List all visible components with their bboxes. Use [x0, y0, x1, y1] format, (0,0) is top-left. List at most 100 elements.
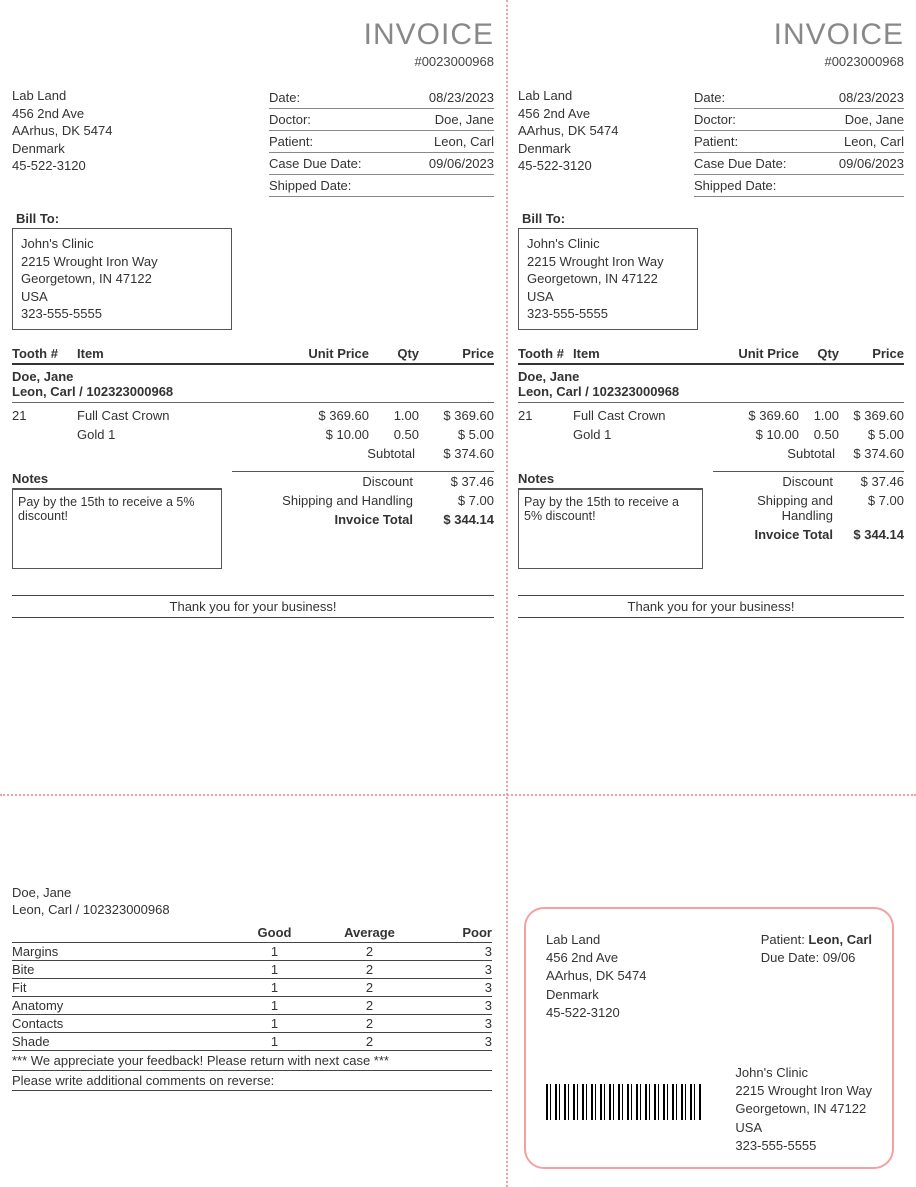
ship-patient: Leon, Carl — [808, 932, 872, 947]
discount-value: $ 37.46 — [839, 474, 904, 489]
rating-average: 2 — [322, 962, 417, 977]
billto-phone: 323-555-5555 — [527, 305, 689, 323]
billto-box: John's Clinic 2215 Wrought Iron Way Geor… — [12, 228, 232, 330]
billto-label: Bill To: — [12, 211, 494, 226]
item-name: Full Cast Crown — [77, 408, 279, 423]
rating-average: 2 — [322, 998, 417, 1013]
totals: Discount$ 37.46 Shipping and Handling$ 7… — [232, 471, 494, 569]
billto-street: 2215 Wrought Iron Way — [21, 253, 223, 271]
items-header: Tooth # Item Unit Price Qty Price — [518, 346, 904, 365]
meta-doctor-label: Doctor: — [269, 112, 311, 127]
items-header: Tooth # Item Unit Price Qty Price — [12, 346, 494, 365]
item-qty: 1.00 — [799, 408, 839, 423]
item-unit-price: $ 369.60 — [279, 408, 369, 423]
invoice-panel-right: INVOICE #0023000968 Lab Land 456 2nd Ave… — [506, 0, 916, 628]
meta-doctor-label: Doctor: — [694, 112, 736, 127]
meta-due: 09/06/2023 — [429, 156, 494, 171]
feedback-message-1: *** We appreciate your feedback! Please … — [12, 1051, 492, 1071]
subtotal-row: Subtotal $ 374.60 — [12, 444, 494, 463]
feedback-doctor: Doe, Jane — [12, 885, 492, 900]
ship-clinic-country: USA — [735, 1119, 872, 1137]
invoice-title: INVOICE — [518, 18, 904, 52]
rating-good: 1 — [227, 998, 322, 1013]
col-tooth: Tooth # — [12, 346, 77, 361]
rating-header: Good Average Poor — [12, 923, 492, 943]
lab-city: AArhus, DK 5474 — [12, 122, 112, 140]
col-average: Average — [322, 925, 417, 940]
ship-due: 09/06 — [823, 950, 856, 965]
ship-lab-phone: 45-522-3120 — [546, 1004, 646, 1022]
item-name: Gold 1 — [77, 427, 279, 442]
item-qty: 0.50 — [369, 427, 419, 442]
col-poor: Poor — [417, 925, 492, 940]
item-price: $ 5.00 — [839, 427, 904, 442]
lab-name: Lab Land — [518, 87, 618, 105]
rating-good: 1 — [227, 944, 322, 959]
meta-table: Date:08/23/2023 Doctor:Doe, Jane Patient… — [694, 87, 904, 197]
subtotal-value: $ 374.60 — [839, 446, 904, 461]
item-qty: 0.50 — [799, 427, 839, 442]
billto-city: Georgetown, IN 47122 — [527, 270, 689, 288]
notes-box: Pay by the 15th to receive a 5% discount… — [12, 489, 222, 569]
rating-label: Shade — [12, 1034, 227, 1049]
ship-patient-block: Patient: Leon, Carl Due Date: 09/06 — [761, 931, 872, 1022]
shipping-label-panel: Lab Land 456 2nd Ave AArhus, DK 5474 Den… — [524, 907, 894, 1169]
item-price: $ 369.60 — [839, 408, 904, 423]
rating-label: Fit — [12, 980, 227, 995]
meta-patient-label: Patient: — [269, 134, 313, 149]
invoice-title: INVOICE — [12, 18, 494, 52]
col-unit-price: Unit Price — [719, 346, 799, 361]
ship-lab-street: 456 2nd Ave — [546, 949, 646, 967]
item-qty: 1.00 — [369, 408, 419, 423]
rating-good: 1 — [227, 1034, 322, 1049]
col-tooth: Tooth # — [518, 346, 573, 361]
col-good: Good — [227, 925, 322, 940]
rating-poor: 3 — [417, 998, 492, 1013]
ship-patient-label: Patient: — [761, 932, 809, 947]
col-qty: Qty — [799, 346, 839, 361]
feedback-patient: Leon, Carl / 102323000968 — [12, 902, 492, 917]
meta-doctor: Doe, Jane — [435, 112, 494, 127]
rating-average: 2 — [322, 1016, 417, 1031]
rating-poor: 3 — [417, 1016, 492, 1031]
subtotal-value: $ 374.60 — [419, 446, 494, 461]
rating-row: Bite123 — [12, 961, 492, 979]
rating-good: 1 — [227, 980, 322, 995]
discount-label: Discount — [713, 474, 839, 489]
feedback-panel: Doe, Jane Leon, Carl / 102323000968 Good… — [12, 885, 492, 1091]
meta-doctor: Doe, Jane — [845, 112, 904, 127]
item-row: Gold 1 $ 10.00 0.50 $ 5.00 — [518, 425, 904, 444]
ship-clinic-address: John's Clinic 2215 Wrought Iron Way Geor… — [735, 1064, 872, 1155]
rating-row: Margins123 — [12, 943, 492, 961]
totals: Discount$ 37.46 Shipping and Handling$ 7… — [713, 471, 904, 569]
item-price: $ 369.60 — [419, 408, 494, 423]
ship-lab-name: Lab Land — [546, 931, 646, 949]
shipping-label: Shipping and Handling — [232, 493, 419, 508]
shipping-value: $ 7.00 — [419, 493, 494, 508]
col-item: Item — [573, 346, 719, 361]
billto-city: Georgetown, IN 47122 — [21, 270, 223, 288]
meta-due: 09/06/2023 — [839, 156, 904, 171]
lab-city: AArhus, DK 5474 — [518, 122, 618, 140]
discount-label: Discount — [232, 474, 419, 489]
ship-due-label: Due Date: — [761, 950, 823, 965]
col-price: Price — [839, 346, 904, 361]
total-value: $ 344.14 — [839, 527, 904, 542]
meta-due-label: Case Due Date: — [694, 156, 787, 171]
rating-good: 1 — [227, 962, 322, 977]
rating-label: Contacts — [12, 1016, 227, 1031]
meta-date-label: Date: — [694, 90, 725, 105]
patient-line: Leon, Carl / 102323000968 — [12, 384, 494, 403]
item-unit-price: $ 10.00 — [719, 427, 799, 442]
rating-poor: 3 — [417, 980, 492, 995]
rating-row: Fit123 — [12, 979, 492, 997]
shipping-label: Shipping and Handling — [713, 493, 839, 523]
billto-box: John's Clinic 2215 Wrought Iron Way Geor… — [518, 228, 698, 330]
meta-shipped-label: Shipped Date: — [269, 178, 351, 193]
invoice-number: #0023000968 — [518, 54, 904, 69]
lab-phone: 45-522-3120 — [12, 157, 112, 175]
rating-label: Bite — [12, 962, 227, 977]
thanks-line: Thank you for your business! — [12, 595, 494, 618]
meta-date-label: Date: — [269, 90, 300, 105]
rating-row: Anatomy123 — [12, 997, 492, 1015]
